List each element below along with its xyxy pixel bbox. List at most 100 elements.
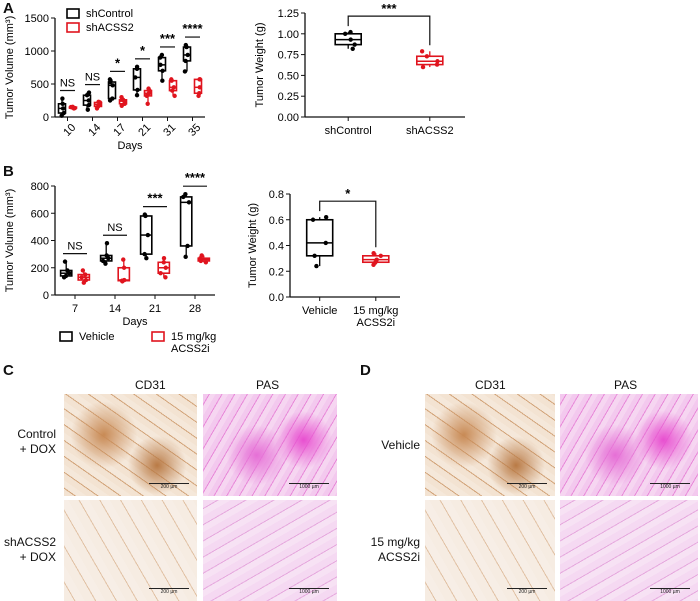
legend-label: shControl	[86, 8, 133, 20]
treated-point	[158, 271, 162, 275]
col-label-d-cd31: CD31	[475, 378, 506, 392]
treated-point	[84, 278, 88, 282]
treated-point	[146, 86, 150, 90]
control-point	[104, 253, 108, 257]
x-axis-label: Days	[117, 140, 143, 152]
y-tick-label: 500	[31, 79, 49, 91]
control-box	[181, 197, 192, 246]
col-label-d-pas: PAS	[614, 378, 637, 392]
treated-point	[200, 253, 204, 257]
significance-label: ****	[185, 170, 206, 185]
y-tick-label: 0.0	[269, 292, 284, 304]
group-1-point	[421, 65, 425, 69]
control-point	[187, 200, 191, 204]
group-1-point	[425, 54, 429, 58]
y-tick-label: 0.8	[269, 189, 284, 201]
control-point	[135, 93, 139, 97]
y-tick-label: 1500	[25, 13, 49, 25]
significance-label: *	[115, 55, 121, 70]
significance-label: NS	[60, 78, 75, 90]
group-0-point	[324, 241, 328, 245]
charts: 0 500 1000 1500 Tumor Volume (mm³) NS 10 NS 14 * 1…	[0, 0, 700, 360]
significance-label: *	[140, 43, 146, 58]
group-0-point	[352, 42, 356, 46]
micrograph-c-cd31-control: 200 µm	[64, 394, 197, 496]
treated-point	[164, 266, 168, 270]
control-point	[65, 268, 69, 272]
control-point	[185, 244, 189, 248]
scale-bar: 200 µm	[149, 588, 189, 595]
legend-swatch	[67, 23, 79, 32]
y-tick-label: 0.75	[278, 50, 299, 62]
group-0-point	[314, 264, 318, 268]
x-tick-label: 14	[86, 122, 103, 139]
control-point	[110, 96, 114, 100]
treated-point	[122, 278, 126, 282]
treated-point	[122, 266, 126, 270]
control-point	[183, 192, 187, 196]
control-point	[160, 69, 164, 73]
group-1-point	[420, 49, 424, 53]
x-tick-label: 14	[109, 303, 121, 315]
micrograph-d-pas-vehicle: 1000 µm	[560, 394, 698, 496]
scale-bar: 200 µm	[507, 588, 547, 595]
group-1-point	[379, 254, 383, 258]
y-axis-label: Tumor Volume (mm³)	[4, 16, 16, 120]
control-point	[160, 53, 164, 57]
row-label-c-2: shACSS2 + DOX	[0, 535, 56, 565]
treated-point	[162, 256, 166, 260]
treated-point	[169, 77, 173, 81]
treated-point	[172, 94, 176, 98]
y-tick-label: 1.00	[278, 29, 299, 41]
legend-label: shACSS2	[86, 22, 134, 34]
micrograph-c-pas-control: 1000 µm	[203, 394, 337, 496]
control-point	[87, 98, 91, 102]
significance-label: NS	[107, 222, 122, 234]
y-tick-label: 800	[31, 181, 49, 193]
micrograph-d-pas-acss2i: 1000 µm	[560, 500, 698, 601]
control-point	[61, 106, 65, 110]
control-point	[60, 102, 64, 106]
control-point	[183, 255, 187, 259]
group-0-box	[307, 220, 333, 256]
group-0-point	[312, 254, 316, 258]
group-0-point	[348, 37, 352, 41]
group-1-point	[371, 251, 375, 255]
x-tick-label: 15 mg/kg	[353, 305, 398, 317]
control-point	[133, 75, 137, 79]
control-point	[108, 77, 112, 81]
control-point	[146, 233, 150, 237]
y-tick-label: 0.2	[269, 266, 284, 278]
scale-bar: 1000 µm	[289, 588, 329, 595]
y-tick-label: 0.6	[269, 215, 284, 227]
y-tick-label: 200	[31, 263, 49, 275]
legend-swatch	[60, 332, 72, 341]
control-point	[87, 103, 91, 107]
x-tick-label: 35	[186, 122, 203, 139]
control-point	[63, 259, 67, 263]
x-tick-label: Vehicle	[302, 305, 337, 317]
col-label-c-pas: PAS	[256, 378, 279, 392]
group-1-point	[435, 59, 439, 63]
group-0-point	[343, 32, 347, 36]
treated-point	[145, 102, 149, 106]
micrograph-d-cd31-acss2i: 200 µm	[425, 500, 555, 601]
y-tick-label: 0.50	[278, 70, 299, 82]
control-point	[144, 256, 148, 260]
group-1-point	[375, 257, 379, 261]
y-tick-label: 0	[43, 290, 49, 302]
treated-point	[204, 260, 208, 264]
treated-point	[96, 100, 100, 104]
micrograph-d-cd31-vehicle: 200 µm	[425, 394, 555, 496]
control-point	[62, 111, 66, 115]
y-tick-label: 600	[31, 208, 49, 220]
x-tick-label: shACSS2	[406, 125, 454, 137]
control-point	[142, 252, 146, 256]
legend-label: ACSS2i	[171, 343, 210, 355]
control-point	[87, 90, 91, 94]
significance-label: ***	[147, 191, 163, 206]
significance-label: ***	[381, 1, 397, 16]
control-point	[183, 69, 187, 73]
x-tick-label: 10	[61, 122, 78, 139]
treated-point	[70, 105, 74, 109]
